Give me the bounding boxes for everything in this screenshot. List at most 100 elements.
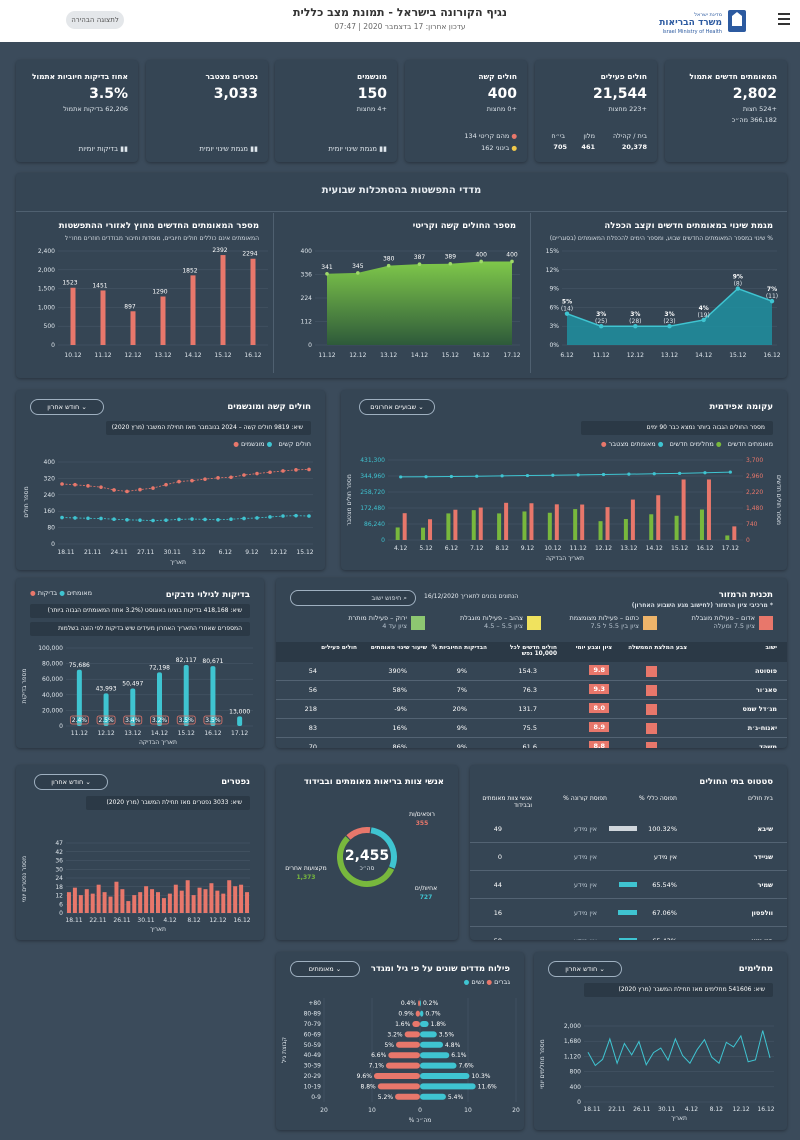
table-header-cell[interactable]: אנשי צוות מאומתים ובבידוד bbox=[482, 795, 532, 809]
period-dropdown[interactable]: חודש אחרון ⌄ bbox=[548, 961, 622, 977]
data-label: 11.6% bbox=[478, 1083, 497, 1090]
active-cases: 56 bbox=[308, 686, 317, 694]
table-row[interactable]: יאנוח-ג׳ת 8.9 75.5 9% 16% 83 bbox=[276, 719, 787, 738]
bar bbox=[179, 890, 184, 913]
light-mode-toggle[interactable]: לתצוגה הבהירה bbox=[66, 11, 124, 29]
table-row[interactable]: שניידר אין מידע אין מידע 0 bbox=[470, 843, 787, 871]
x-tick-label: 20 bbox=[512, 1107, 520, 1114]
data-point bbox=[112, 517, 116, 522]
table-row[interactable]: שיבא 100.32% אין מידע 49 bbox=[470, 815, 787, 843]
bar bbox=[160, 296, 166, 345]
bar-chart-icon: ▮▮ bbox=[379, 145, 387, 153]
page-title: נגיף הקורונה בישראל - תמונת מצב כללית bbox=[293, 6, 507, 19]
y-tick-label: 3% bbox=[549, 323, 559, 330]
gov-color-swatch bbox=[646, 742, 657, 748]
table-header-cell[interactable]: % תפוסה כללי bbox=[639, 795, 677, 802]
table-header-cell[interactable]: שיעור שינוי מאומתים bbox=[370, 645, 427, 651]
hamburger-menu-icon[interactable] bbox=[778, 13, 790, 27]
table-header-cell[interactable]: % תפוסת קורונה bbox=[563, 795, 607, 802]
x-tick-label: 15.12 bbox=[671, 545, 688, 552]
new-cases: 154.3 bbox=[518, 667, 537, 675]
y-tick-label-right: 2,960 bbox=[746, 473, 763, 480]
data-point bbox=[216, 517, 220, 522]
data-label: 3.5% bbox=[439, 1031, 455, 1038]
x-tick-label: 26.11 bbox=[113, 917, 130, 924]
chevron-down-icon: ⌄ bbox=[81, 403, 87, 411]
period-dropdown[interactable]: חודש אחרון ⌄ bbox=[34, 774, 108, 790]
panel-title: חולים קשה ומונשמים bbox=[227, 402, 311, 412]
data-label: 345 bbox=[352, 263, 364, 270]
card-sub: 366,182 מה״כ bbox=[731, 116, 777, 124]
change-rate: 390% bbox=[388, 667, 407, 675]
table-row[interactable]: סאג׳ור 9.3 76.3 7% 58% 56 bbox=[276, 681, 787, 700]
period-dropdown[interactable]: שבועיים אחרונים ⌄ bbox=[359, 399, 435, 415]
table-header-cell[interactable]: חולים חדשים לכל 10,000 נפש bbox=[509, 645, 557, 657]
y-axis-label: מספר חולים bbox=[23, 486, 30, 517]
data-point bbox=[255, 471, 259, 476]
data-point bbox=[448, 261, 453, 266]
pct-label: 3.4% bbox=[125, 717, 141, 724]
x-axis-label: תאריך הבדיקה bbox=[139, 739, 177, 746]
table-header-cell[interactable]: בית חולים bbox=[748, 795, 773, 802]
table-row[interactable]: משהד 8.8 61.6 9% 86% 70 bbox=[276, 738, 787, 748]
corona-occupancy: אין מידע bbox=[573, 853, 597, 861]
bar bbox=[605, 507, 610, 540]
daily-tests-link[interactable]: בדיקות יומיות ▮▮ bbox=[78, 145, 128, 153]
cumulative-point bbox=[449, 474, 453, 479]
line-series bbox=[61, 515, 310, 521]
cumulative-point bbox=[601, 472, 606, 477]
y-tick-label: 0 bbox=[59, 723, 63, 730]
x-tick-label: 9.12 bbox=[521, 545, 535, 552]
table-header-cell[interactable]: צבע המלצת הממשלה bbox=[628, 645, 687, 651]
donut-segment bbox=[370, 827, 397, 869]
table-row[interactable]: בני ציון 65.43% אין מידע 58 bbox=[470, 927, 787, 940]
data-point bbox=[203, 517, 207, 522]
bar bbox=[90, 893, 95, 913]
y-tick-label: 40-49 bbox=[304, 1052, 322, 1059]
age-panel: פילוח מדדים שונים על פי גיל ומגדר מאומתי… bbox=[276, 952, 524, 1130]
record-note: שיא: 3033 נפטרים מאז תחילת המשבר (מרץ 20… bbox=[86, 796, 250, 810]
x-tick-label: 18.11 bbox=[583, 1106, 600, 1113]
table-row[interactable]: וולפסון 67.06% אין מידע 16 bbox=[470, 899, 787, 927]
pct-label: 3.2% bbox=[152, 717, 168, 724]
y-tick-label: 0 bbox=[51, 541, 55, 548]
data-point bbox=[325, 271, 329, 276]
bar bbox=[446, 513, 451, 540]
y-tick-label: 6% bbox=[549, 304, 559, 311]
data-point bbox=[151, 518, 155, 523]
bar-men bbox=[420, 1000, 421, 1007]
y-tick-label-left: 344,960 bbox=[360, 473, 385, 480]
legend-swatch bbox=[643, 616, 657, 630]
period-dropdown[interactable]: חודש אחרון ⌄ bbox=[30, 399, 104, 415]
daily-trend-link[interactable]: מגמת שינוי יומית ▮▮ bbox=[199, 145, 258, 153]
y-tick-label: 2,000 bbox=[38, 267, 55, 274]
card-title: מונשמים bbox=[357, 72, 387, 81]
bar-women bbox=[404, 1031, 420, 1038]
data-label: 4.8% bbox=[445, 1042, 461, 1049]
table-row[interactable]: שמיר 65.54% אין מידע 44 bbox=[470, 871, 787, 899]
x-tick-label: 8.12 bbox=[187, 917, 201, 924]
bar bbox=[573, 509, 578, 540]
metric-dropdown[interactable]: מאומתים ⌄ bbox=[290, 961, 360, 977]
data-point bbox=[138, 487, 142, 492]
search-input[interactable]: חיפוש ישוב ⌕ bbox=[290, 590, 416, 606]
card-sub: +4 מחצות bbox=[356, 105, 387, 113]
corona-occupancy: אין מידע bbox=[573, 825, 597, 833]
legend-sub: ציון 7.5 ומעלה bbox=[713, 622, 755, 630]
legend-sub: ציון 5.5 – 4.5 bbox=[484, 622, 523, 630]
table-header-cell[interactable]: ציון וצבע יומי bbox=[575, 645, 612, 651]
table-row[interactable]: מג׳דל שמס 8.0 131.7 20% -9% 218 bbox=[276, 700, 787, 719]
table-row[interactable]: פוסוטה 9.8 154.3 9% 390% 54 bbox=[276, 662, 787, 681]
occupancy-bar bbox=[618, 882, 637, 887]
critical-label: מהם קריטי 134 ● bbox=[464, 132, 517, 140]
daily-trend-link[interactable]: מגמת שינוי יומית ▮▮ bbox=[328, 145, 387, 153]
cumulative-line bbox=[400, 471, 731, 478]
bar bbox=[478, 507, 483, 540]
bar bbox=[598, 521, 603, 540]
bar bbox=[428, 519, 433, 540]
table-header-cell[interactable]: ישוב bbox=[765, 645, 777, 651]
pct-badge bbox=[123, 715, 143, 725]
weekly-title: מדדי התפשטות בהסתכלות שבועית bbox=[321, 185, 482, 196]
table-header-cell[interactable]: % הבדיקות החיוביות bbox=[431, 645, 487, 651]
table-header-cell[interactable]: חולים פעילים bbox=[321, 645, 357, 651]
